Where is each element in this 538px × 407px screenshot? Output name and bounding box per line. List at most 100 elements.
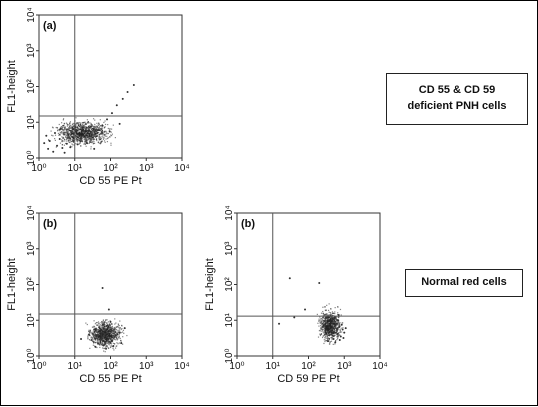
event-dot: [92, 139, 94, 141]
event-dot: [96, 132, 99, 134]
event-dot: [97, 339, 99, 341]
event-dot: [68, 136, 70, 138]
event-dot: [338, 322, 341, 324]
event-dot: [101, 344, 104, 346]
event-dot: [98, 344, 101, 346]
event-dot: [86, 135, 88, 137]
event-dot: [99, 324, 101, 326]
event-dot: [108, 338, 110, 340]
event-dot: [103, 322, 105, 324]
y-tick-label: 10⁰: [224, 348, 235, 363]
event-dot: [103, 127, 105, 129]
event-dot: [333, 320, 335, 322]
event-dot: [102, 326, 104, 328]
event-dot: [98, 329, 100, 331]
event-dot: [89, 125, 91, 127]
event-dot: [329, 341, 331, 343]
event-dot: [91, 136, 93, 138]
event-dot: [79, 131, 81, 133]
event-dot: [335, 332, 337, 334]
event-dot: [76, 131, 78, 133]
event-dot: [109, 346, 112, 349]
event-dot: [100, 332, 102, 334]
y-tick-label: 10⁴: [224, 205, 235, 220]
event-dot: [118, 334, 120, 336]
event-dot: [104, 335, 106, 337]
event-dot: [68, 141, 70, 143]
event-dot: [85, 128, 87, 131]
event-dot: [113, 327, 115, 330]
data-point: [343, 331, 346, 334]
event-dot: [85, 141, 87, 144]
event-dot: [108, 340, 110, 342]
data-point: [106, 324, 109, 327]
event-dot: [101, 133, 103, 136]
event-dot: [91, 333, 94, 335]
event-dot: [341, 331, 343, 333]
event-dot: [70, 134, 72, 137]
event-dot: [90, 146, 92, 148]
event-dot: [322, 319, 324, 321]
event-dot: [111, 133, 114, 135]
event-dot: [337, 321, 339, 324]
event-dot: [332, 330, 335, 333]
event-dot: [337, 312, 339, 314]
event-dot: [330, 328, 332, 331]
event-dot: [107, 342, 109, 344]
event-dot: [76, 132, 78, 134]
event-dot: [108, 337, 110, 339]
event-dot: [332, 324, 335, 326]
event-dot: [326, 335, 328, 337]
event-dot: [118, 342, 120, 344]
event-dot: [105, 324, 107, 326]
event-dot: [320, 323, 323, 325]
event-dot: [67, 140, 69, 142]
event-dot: [101, 129, 104, 131]
event-dot: [337, 321, 339, 323]
event-dot: [108, 337, 111, 339]
event-dot: [92, 344, 94, 346]
event-dot: [92, 128, 94, 130]
data-point: [93, 147, 96, 150]
event-dot: [89, 126, 91, 128]
event-dot: [84, 140, 86, 142]
event-dot: [79, 142, 81, 144]
event-dot: [117, 332, 120, 334]
event-dot: [120, 328, 122, 331]
event-dot: [103, 137, 105, 139]
event-dot: [51, 126, 54, 128]
event-dot: [331, 335, 333, 337]
event-dot: [103, 340, 105, 343]
event-dot: [110, 331, 112, 333]
event-dot: [69, 124, 71, 127]
event-dot: [75, 136, 77, 138]
event-dot: [74, 129, 77, 131]
event-dot: [96, 338, 98, 340]
event-dot: [68, 129, 70, 131]
event-dot: [93, 342, 95, 344]
event-dot: [333, 323, 336, 326]
event-dot: [69, 138, 71, 140]
event-dot: [110, 135, 113, 137]
event-dot: [104, 134, 106, 136]
event-dot: [98, 330, 100, 333]
event-dot: [93, 320, 95, 322]
event-dot: [92, 326, 94, 328]
event-dot: [91, 137, 93, 139]
x-tick-label: 10³: [337, 361, 352, 372]
event-dot: [327, 337, 329, 339]
event-dot: [89, 331, 91, 333]
event-dot: [92, 130, 94, 132]
event-dot: [61, 126, 64, 129]
event-dot: [99, 125, 102, 127]
event-dot: [65, 129, 68, 131]
event-dot: [62, 118, 65, 120]
event-dot: [106, 339, 108, 342]
event-dot: [119, 337, 121, 340]
event-dot: [86, 121, 89, 124]
event-dot: [328, 322, 330, 324]
event-dot: [63, 126, 65, 129]
event-dot: [90, 127, 92, 129]
event-dot: [78, 134, 80, 137]
event-dot: [326, 335, 329, 337]
